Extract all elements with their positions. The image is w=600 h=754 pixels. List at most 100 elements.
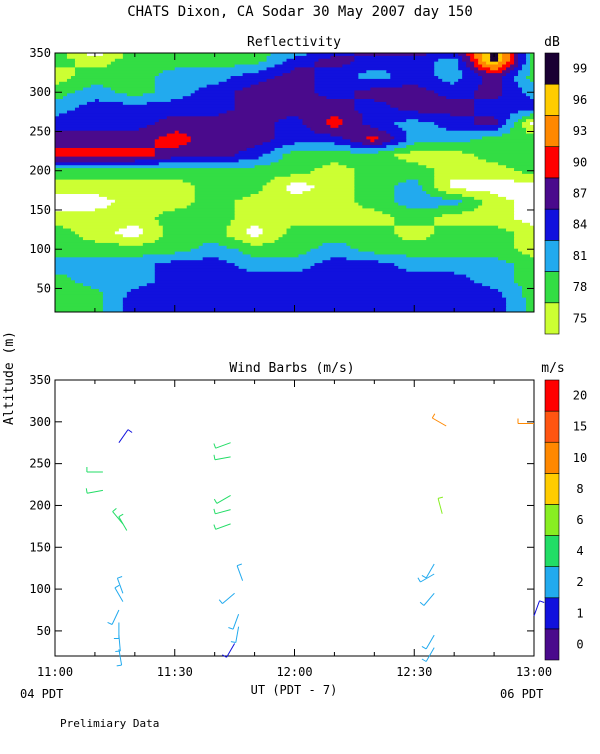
heatmap-cell: [514, 205, 534, 209]
heatmap-cell: [294, 67, 316, 71]
heatmap-cell: [55, 222, 160, 227]
heatmap-cell: [122, 234, 140, 238]
heatmap-cell: [386, 130, 407, 135]
heatmap-cell: [526, 55, 531, 60]
heatmap-cell: [346, 165, 427, 169]
reflectivity-heatmap: [55, 53, 534, 312]
heatmap-cell: [290, 225, 395, 230]
heatmap-cell: [55, 225, 64, 230]
heatmap-cell: [106, 205, 188, 209]
heatmap-cell: [234, 205, 363, 209]
heatmap-cell: [162, 231, 228, 235]
heatmap-cell: [190, 202, 236, 207]
heatmap-cell: [278, 159, 407, 163]
heatmap-cell: [282, 145, 351, 149]
y-tick-label: 200: [29, 498, 51, 512]
heatmap-cell: [362, 122, 395, 126]
heatmap-cell: [354, 185, 395, 189]
heatmap-cell: [358, 73, 391, 77]
heatmap-cell: [394, 228, 435, 233]
heatmap-cell: [406, 139, 471, 143]
heatmap-cell: [82, 283, 148, 287]
heatmap-cell: [246, 147, 276, 152]
y-tick-label: 250: [29, 124, 51, 138]
heatmap-cell: [438, 76, 463, 80]
heatmap-cell: [55, 248, 192, 253]
heatmap-cell: [482, 76, 503, 80]
heatmap-cell: [55, 182, 192, 186]
heatmap-cell: [298, 254, 407, 258]
heatmap-cell: [354, 58, 439, 63]
heatmap-cell: [514, 280, 534, 284]
heatmap-cell: [110, 87, 156, 92]
heatmap-cell: [314, 67, 435, 71]
colorbar-swatch: [544, 410, 560, 443]
heatmap-cell: [406, 254, 531, 258]
heatmap-cell: [378, 136, 395, 140]
heatmap-cell: [306, 251, 375, 256]
heatmap-cell: [458, 58, 463, 63]
wind-barb-flag: [118, 513, 124, 518]
wind-barb: [226, 643, 236, 658]
heatmap-cell: [342, 119, 363, 123]
heatmap-cell: [126, 93, 144, 97]
heatmap-cell: [418, 119, 475, 123]
heatmap-cell: [270, 53, 308, 57]
heatmap-cell: [246, 231, 264, 235]
heatmap-cell: [130, 288, 499, 293]
heatmap-cell: [434, 219, 523, 224]
heatmap-cell: [55, 254, 144, 258]
heatmap-cell: [530, 96, 534, 100]
y-tick-label: 100: [29, 582, 51, 596]
colorbar-swatch: [544, 504, 560, 536]
heatmap-cell: [314, 185, 355, 189]
heatmap-cell: [450, 179, 515, 184]
heatmap-cell: [394, 217, 435, 221]
heatmap-cell: [194, 188, 264, 192]
heatmap-cell: [522, 286, 534, 290]
heatmap-cell: [55, 219, 160, 224]
heatmap-cell: [506, 122, 515, 126]
heatmap-cell: [498, 119, 507, 123]
heatmap-cell: [55, 78, 68, 83]
heatmap-cell: [530, 61, 534, 66]
heatmap-cell: [514, 67, 523, 71]
heatmap-cell: [262, 228, 288, 233]
heatmap-cell: [310, 188, 355, 192]
heatmap-cell: [166, 133, 188, 138]
heatmap-cell: [250, 84, 316, 89]
wind-barbs-title: Wind Barbs (m/s): [229, 361, 354, 376]
heatmap-cell: [55, 133, 168, 138]
heatmap-cell: [55, 93, 68, 97]
heatmap-cell: [174, 67, 268, 71]
heatmap-cell: [166, 116, 288, 120]
heatmap-cell: [514, 274, 534, 279]
heatmap-cell: [474, 110, 519, 115]
heatmap-cell: [314, 76, 359, 80]
heatmap-cell: [55, 240, 96, 244]
heatmap-cell: [490, 67, 499, 71]
heatmap-cell: [398, 202, 459, 207]
heatmap-cell: [174, 251, 244, 256]
heatmap-cell: [502, 291, 523, 296]
heatmap-cell: [514, 271, 534, 276]
heatmap-cell: [55, 139, 156, 143]
colorbar-tick-label: 84: [573, 218, 587, 232]
heatmap-cell: [506, 260, 534, 264]
y-tick-label: 50: [37, 281, 51, 295]
heatmap-cell: [230, 222, 395, 227]
heatmap-cell: [170, 156, 260, 161]
heatmap-cell: [234, 208, 375, 212]
heatmap-cell: [474, 280, 515, 284]
heatmap-cell: [234, 263, 316, 267]
heatmap-cell: [86, 101, 124, 106]
heatmap-cell: [518, 248, 534, 253]
heatmap-cell: [310, 248, 359, 253]
heatmap-cell: [394, 194, 431, 198]
heatmap-cell: [474, 113, 511, 117]
heatmap-cell: [266, 58, 288, 63]
heatmap-cell: [398, 107, 475, 112]
heatmap-cell: [55, 185, 196, 189]
heatmap-cell: [506, 309, 527, 312]
heatmap-cell: [142, 93, 192, 97]
